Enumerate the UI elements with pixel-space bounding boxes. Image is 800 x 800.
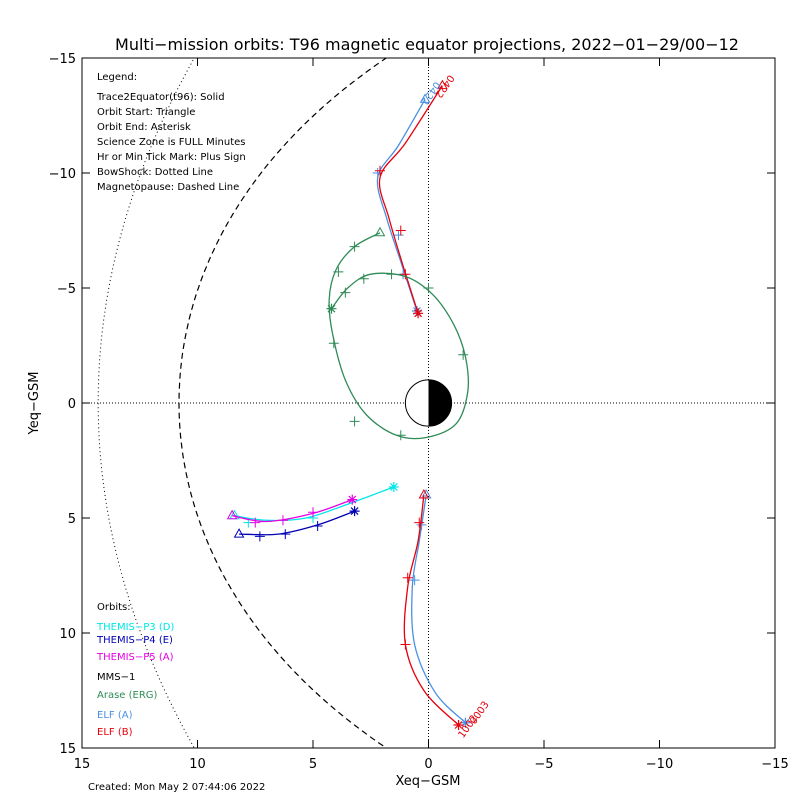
legend-line: BowShock: Dotted Line (97, 167, 213, 178)
created-timestamp: Created: Mon May 2 07:44:06 2022 (88, 782, 265, 793)
orbit-legend-item: ELF (B) (97, 727, 133, 738)
y-tick-label: 5 (68, 512, 76, 527)
legend-line: Trace2Equator(t96): Solid (96, 92, 225, 103)
tick-mark (254, 531, 265, 542)
orbit-end-asterisk (413, 308, 424, 319)
orbits-legend: Orbits: THEMIS−P3 (D) THEMIS−P4 (E) THEM… (96, 602, 174, 738)
orbit-start-triangle (418, 488, 430, 499)
tick-mark (312, 521, 323, 532)
tick-mark (395, 430, 406, 441)
orbit-line (239, 510, 355, 536)
orbit-series (374, 79, 448, 319)
orbit-series (400, 488, 464, 730)
orbit-end-asterisk (460, 717, 471, 728)
tick-mark (280, 529, 291, 540)
orbit-legend-item: MMS−1 (97, 672, 135, 683)
tick-mark (308, 507, 318, 518)
boundary-layer (97, 58, 388, 748)
orbit-start-triangle (419, 93, 431, 103)
tick-mark (409, 575, 420, 586)
orbits-legend-title: Orbits: (97, 602, 131, 613)
tick-mark (395, 225, 406, 236)
y-tick-label: −5 (57, 282, 76, 297)
orbit-start-triangle (374, 226, 386, 237)
y-axis-label: Yeq−GSM (27, 372, 42, 436)
orbit-series (233, 506, 360, 542)
y-tick-label: 10 (59, 627, 76, 642)
orbit-line (411, 494, 466, 724)
orbit-series (229, 481, 399, 528)
tick-mark (349, 241, 360, 252)
legend-line: Orbit End: Asterisk (97, 122, 191, 133)
orbit-end-asterisk (326, 303, 337, 314)
tick-mark (402, 572, 413, 583)
earth-layer (404, 379, 453, 427)
chart-title: Multi−mission orbits: T96 magnetic equat… (115, 35, 739, 54)
y-tick-label: −10 (49, 167, 76, 182)
tick-mark (393, 230, 404, 241)
tick-mark (358, 273, 369, 284)
tick-mark (386, 269, 397, 280)
bowshock-line (97, 58, 195, 748)
x-tick-label: 0 (424, 757, 432, 772)
y-tick-label: −15 (49, 52, 76, 67)
orbit-end-asterisk (388, 481, 399, 492)
orbit-start-triangle (233, 528, 245, 538)
tick-mark (400, 639, 411, 650)
x-axis-label: Xeq−GSM (395, 774, 460, 789)
y-tick-label: 15 (59, 742, 76, 757)
legend-line: Magnetopause: Dashed Line (97, 182, 239, 193)
orbit-start-triangle (437, 79, 448, 90)
tick-mark (414, 517, 425, 528)
legend-line: Science Zone is FULL Minutes (97, 137, 246, 148)
x-tick-label: −5 (534, 757, 553, 772)
orbit-legend-item: THEMIS−P3 (D) (96, 622, 174, 633)
earth-nightside (428, 379, 452, 427)
x-tick-label: −10 (646, 757, 673, 772)
orbit-legend-item: Arase (ERG) (97, 690, 158, 701)
orbit-line (403, 494, 459, 726)
tick-mark (250, 517, 261, 528)
orbit-end-asterisk (347, 494, 358, 505)
tick-mark (333, 266, 344, 277)
x-tick-label: 5 (309, 757, 317, 772)
orbit-legend-item: THEMIS−P4 (E) (96, 635, 173, 646)
tick-mark (400, 269, 411, 280)
orbit-line (234, 486, 395, 522)
tick-mark (277, 515, 288, 526)
x-tick-label: 10 (189, 757, 206, 772)
tick-mark (374, 165, 385, 176)
legend-box: Legend: Trace2Equator(t96): Solid Orbit … (96, 72, 246, 193)
tick-mark (340, 287, 351, 298)
orbit-end-asterisk (349, 506, 360, 517)
orbit-annotation: 0003 (468, 700, 492, 727)
x-tick-label: −15 (761, 757, 788, 772)
orbit-line (328, 232, 470, 440)
orbit-start-triangle (226, 509, 238, 520)
legend-line: Hr or Min Tick Mark: Plus Sign (97, 152, 246, 163)
orbit-line (376, 99, 426, 312)
legend-title: Legend: (97, 72, 137, 83)
tick-mark (458, 349, 469, 360)
tick-mark (349, 416, 360, 427)
orbit-series (226, 494, 358, 528)
legend-line: Orbit Start: Triangle (97, 107, 195, 118)
x-tick-label: 15 (74, 757, 91, 772)
orbit-legend-item: THEMIS−P5 (A) (96, 652, 174, 663)
orbit-series (372, 93, 431, 316)
magnetopause-line (178, 58, 388, 748)
orbit-legend-item: ELF (A) (97, 710, 133, 721)
tick-mark (416, 519, 427, 530)
orbit-end-asterisk (453, 720, 464, 730)
series-layer (226, 79, 471, 730)
orbit-line (232, 498, 353, 523)
y-tick-label: 0 (68, 397, 76, 412)
tick-mark (423, 283, 434, 293)
tick-mark (328, 338, 339, 349)
orbit-series (326, 226, 470, 441)
axes-layer: 15 10 5 0 −5 −10 −15 −15 −10 −5 0 5 10 15 (49, 52, 789, 772)
